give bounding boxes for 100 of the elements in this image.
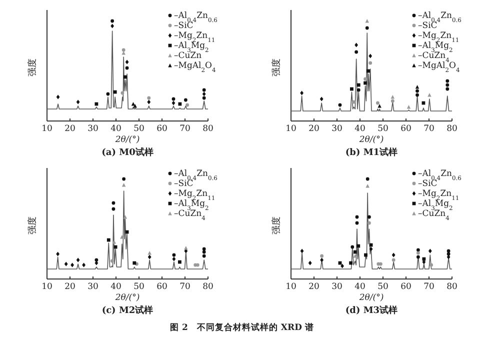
point [365, 26, 369, 30]
point [178, 102, 182, 106]
x-tick-label: 30 [88, 282, 98, 292]
x-tick-label: 80 [446, 282, 458, 292]
text: (c) M2试样 [102, 305, 154, 316]
point [76, 100, 80, 104]
x-tick-label: 20 [308, 282, 320, 292]
point [353, 250, 357, 254]
point [202, 254, 206, 258]
x-tick-label: 60 [400, 282, 412, 292]
point [186, 103, 189, 107]
point [122, 48, 126, 52]
point [106, 238, 110, 242]
x-tick-label: 70 [180, 124, 190, 134]
point [202, 92, 206, 96]
point [416, 251, 420, 255]
point [320, 254, 324, 258]
x-tick-label: 50 [378, 124, 388, 134]
point [392, 252, 396, 258]
point [132, 261, 136, 265]
x-tick-label: 20 [64, 124, 76, 134]
point [356, 83, 360, 87]
point [70, 262, 74, 268]
point [356, 88, 360, 92]
point [202, 247, 206, 251]
point [350, 245, 354, 249]
point [110, 259, 114, 263]
y-axis-title: 强度 [271, 216, 282, 234]
legend-label: –MgAl$_{2}$O$_{4}$ [418, 61, 460, 74]
point [340, 264, 344, 268]
x-axis-title: 2θ/(°) [358, 135, 384, 145]
point [368, 54, 372, 58]
point [392, 258, 396, 262]
x-tick-label: 70 [424, 124, 434, 134]
legend-label: –CuZn$_{4}$ [418, 209, 450, 222]
x-tick-label: 30 [332, 282, 342, 292]
point [430, 263, 433, 267]
point [379, 262, 382, 266]
x-tick-label: 20 [308, 124, 320, 134]
x-tick-label: 30 [88, 124, 98, 134]
legend-label: –MgAl$_{2}$O$_{4}$ [174, 61, 216, 74]
point [125, 66, 129, 70]
point [354, 50, 358, 54]
x-tick-label: 20 [64, 282, 76, 292]
point [147, 100, 151, 104]
point [172, 256, 176, 262]
y-axis-title: 强度 [271, 58, 282, 76]
point [422, 257, 426, 261]
point [368, 215, 371, 219]
point [56, 94, 60, 100]
point [172, 97, 176, 101]
x-tick-label: 70 [424, 282, 434, 292]
x-tick-label: 10 [42, 282, 52, 292]
point [446, 252, 450, 256]
point [416, 93, 419, 97]
x-axis-title: 2θ/(°) [358, 293, 384, 303]
point [202, 250, 206, 254]
point [416, 248, 420, 252]
point [122, 177, 126, 181]
point [446, 79, 450, 83]
point [82, 262, 86, 268]
x-axis-title: 2θ/(°) [114, 293, 140, 303]
point [300, 248, 304, 254]
point [300, 90, 304, 96]
x-tick-label: 10 [286, 282, 296, 292]
x-tick-label: 60 [156, 124, 168, 134]
point [369, 246, 373, 252]
legend-label: –SiC [418, 21, 438, 31]
point [148, 254, 152, 260]
point [352, 100, 356, 104]
point [120, 91, 124, 95]
x-tick-label: 70 [180, 282, 190, 292]
point [125, 60, 129, 64]
x-tick-label: 80 [202, 282, 214, 292]
legend-label: –CuZn$_{4}$ [174, 209, 206, 222]
point [184, 98, 188, 102]
point [364, 253, 368, 257]
point [320, 258, 324, 262]
point [202, 96, 206, 100]
point [446, 249, 450, 253]
point [338, 103, 342, 107]
point [364, 77, 367, 81]
point [110, 24, 114, 28]
point [368, 221, 371, 225]
legend-label: –CuZn [174, 51, 202, 61]
point [56, 252, 60, 256]
text: (a) M0试样 [102, 147, 154, 158]
point [355, 221, 359, 225]
point [124, 75, 127, 79]
point [110, 19, 114, 23]
legend-label: –SiC [174, 21, 194, 31]
x-tick-label: 50 [378, 282, 388, 292]
x-tick-label: 60 [156, 282, 168, 292]
x-tick-label: 50 [134, 282, 144, 292]
point [355, 215, 359, 219]
point [76, 258, 80, 262]
point [112, 201, 116, 205]
x-tick-label: 40 [354, 282, 366, 292]
x-axis-title: 2θ/(°) [114, 135, 140, 145]
point [202, 88, 206, 92]
